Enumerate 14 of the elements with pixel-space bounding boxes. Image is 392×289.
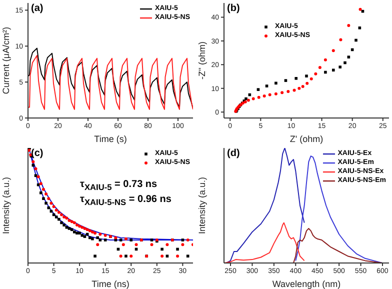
y-axis-title: Intensity (a.u.) [197,176,208,234]
y-axis-title: -Z'' (ohm) [197,42,208,80]
annotation: τ$_{XAIU-5-NS}$ = 0.96 ns [80,194,172,207]
chart-title: (b) [227,3,240,14]
x-axis-title: Time (ns) [92,279,130,289]
y-axis-title: Current (μA/cm²) [1,26,12,94]
y-axis-title: Intensity (a.u.) [1,176,12,234]
chart-title: (a) [31,3,44,14]
x-axis-title: Z' (ohm) [290,134,324,144]
x-axis-title: Time (s) [94,134,127,144]
chart-title: (d) [227,148,240,159]
x-axis-title: Wavelength (nm) [272,279,341,289]
annotation: τ$_{XAIU-5}$ = 0.73 ns [80,179,158,192]
chart-title: (c) [31,148,44,159]
